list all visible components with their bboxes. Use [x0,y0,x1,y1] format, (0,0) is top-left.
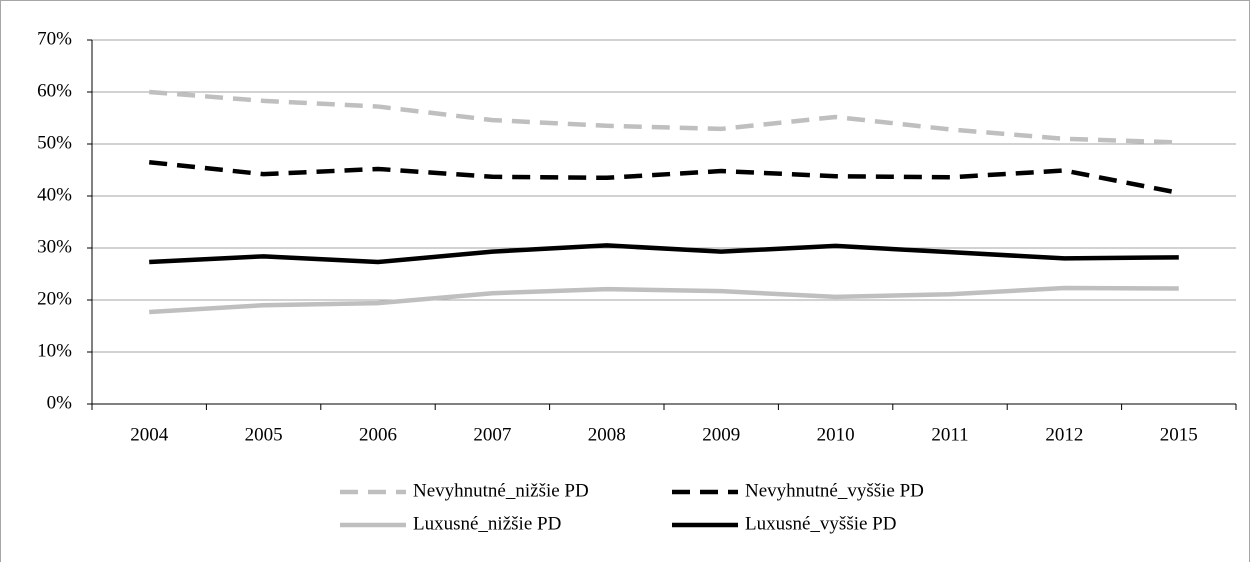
y-tick-label: 20% [37,288,72,309]
x-tick-label: 2015 [1160,424,1198,445]
y-tick-label: 60% [37,80,72,101]
y-tick-label: 10% [37,340,72,361]
series-line [149,89,1179,145]
series-line [149,243,1179,265]
x-tick-label: 2010 [817,424,855,445]
x-tick-label: 2009 [702,424,740,445]
series-line [148,159,1180,196]
series-line [149,285,1179,315]
legend-label: Luxusné_vyššie PD [745,513,896,534]
x-tick-label: 2008 [588,424,626,445]
legend-label: Nevyhnutné_nižšie PD [413,480,589,501]
legend-label: Luxusné_nižšie PD [413,513,561,534]
x-tick-label: 2007 [473,424,511,445]
y-tick-label: 70% [37,28,72,49]
x-tick-label: 2004 [130,424,169,445]
x-tick-label: 2011 [931,424,968,445]
x-tick-label: 2012 [1045,424,1083,445]
y-tick-label: 50% [37,132,72,153]
legend-label: Nevyhnutné_vyššie PD [745,480,924,501]
x-tick-label: 2005 [245,424,283,445]
y-tick-label: 0% [47,392,73,413]
y-tick-label: 30% [37,236,72,257]
y-tick-label: 40% [37,184,72,205]
x-tick-label: 2006 [359,424,397,445]
